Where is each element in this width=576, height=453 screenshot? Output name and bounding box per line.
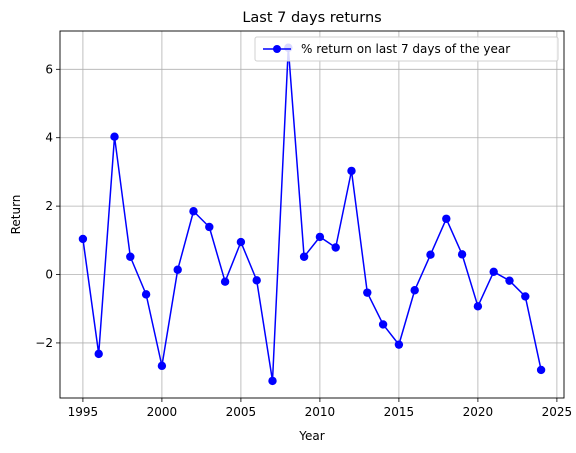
data-point xyxy=(299,252,309,261)
data-point xyxy=(205,222,214,232)
data-point xyxy=(394,340,404,349)
x-tick-label: 2015 xyxy=(384,405,415,419)
data-point xyxy=(536,365,546,375)
data-point xyxy=(410,286,419,295)
data-point xyxy=(489,267,498,276)
legend: % return on last 7 days of the year xyxy=(254,36,559,62)
x-tick-label: 2000 xyxy=(147,405,178,419)
data-point xyxy=(94,349,103,359)
x-tick-label: 2005 xyxy=(226,405,257,419)
y-tick-label: 6 xyxy=(45,62,53,76)
data-point xyxy=(220,277,230,286)
y-tick-label: 4 xyxy=(45,131,53,145)
data-point xyxy=(473,302,483,311)
data-point xyxy=(173,265,182,274)
data-point xyxy=(505,276,514,285)
data-point xyxy=(141,290,151,299)
data-point xyxy=(189,207,198,216)
legend-box xyxy=(254,36,559,62)
data-point xyxy=(521,292,530,301)
y-tick-label: −2 xyxy=(35,336,53,350)
x-tick-label: 2025 xyxy=(542,405,573,419)
x-tick-label: 1995 xyxy=(68,405,99,419)
tick-layer: 1995 2000 2005 2010 2015 2020 2025 −2 0 2 4 6 xyxy=(35,62,572,419)
x-tick-label: 2020 xyxy=(463,405,494,419)
data-point xyxy=(457,250,467,259)
data-point xyxy=(347,166,356,176)
data-point xyxy=(331,243,340,252)
grid-layer xyxy=(60,31,564,398)
x-tick-label: 2010 xyxy=(305,405,336,419)
legend-marker-swatch xyxy=(273,45,281,53)
y-tick-label: 2 xyxy=(45,199,53,213)
y-axis-title: Return xyxy=(9,195,23,235)
chart-title: Last 7 days returns xyxy=(242,10,381,26)
data-point xyxy=(126,252,135,261)
data-point xyxy=(252,276,261,285)
data-point xyxy=(268,376,277,386)
plot-frame xyxy=(59,30,565,399)
data-point xyxy=(110,132,119,141)
data-point xyxy=(426,250,435,259)
x-axis-title: Year xyxy=(298,429,324,443)
y-tick-label: 0 xyxy=(45,268,53,282)
legend-label: % return on last 7 days of the year xyxy=(301,42,510,56)
series-line xyxy=(82,47,542,382)
data-point xyxy=(363,288,372,297)
data-point xyxy=(315,232,325,242)
data-point xyxy=(236,237,246,247)
data-point xyxy=(378,320,388,329)
data-point xyxy=(157,361,167,371)
data-point xyxy=(442,214,451,223)
data-point xyxy=(78,234,88,244)
